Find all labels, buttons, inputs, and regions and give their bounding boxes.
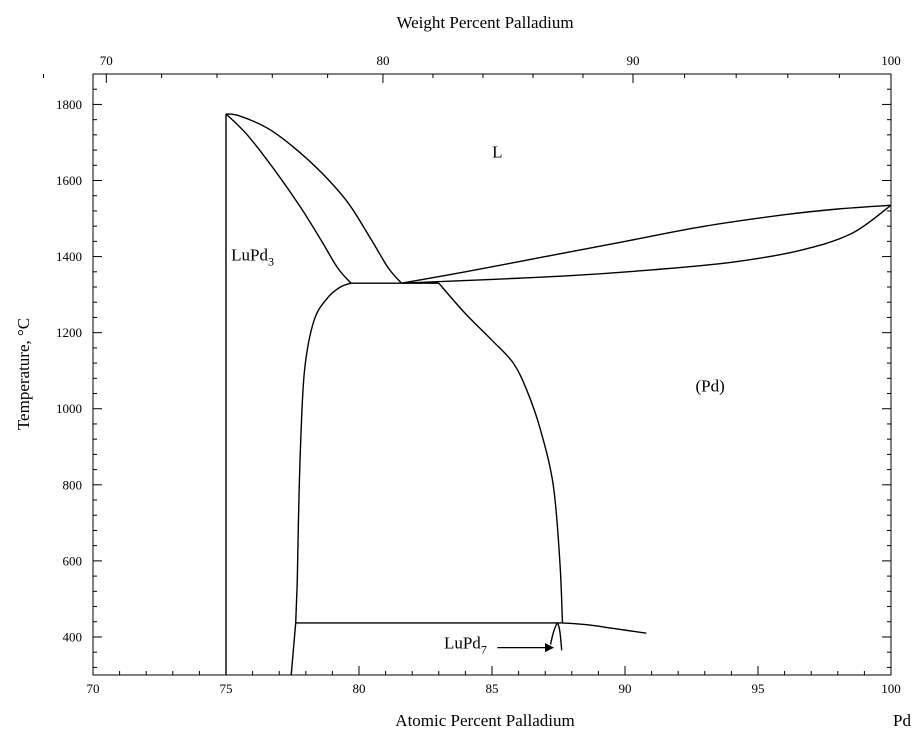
x-tick-label: 85	[486, 681, 499, 696]
ticks-group	[43, 73, 892, 675]
phase-boundary-line	[401, 204, 892, 284]
x-tick-label: 75	[220, 681, 233, 696]
region-label: L	[492, 143, 502, 162]
phase-boundary-line	[295, 282, 352, 623]
phase-boundary-line	[562, 622, 647, 634]
x2-tick-label: 90	[626, 53, 639, 68]
y-tick-label: 1600	[56, 173, 82, 188]
phase-boundary-line	[438, 282, 564, 623]
x-axis-title: Atomic Percent Palladium	[395, 711, 574, 730]
x-tick-label: 100	[881, 681, 901, 696]
x-tick-label: 70	[87, 681, 100, 696]
y-tick-label: 400	[63, 629, 83, 644]
region-label: LuPd3	[231, 245, 274, 268]
x-tick-label: 80	[353, 681, 366, 696]
y-tick-label: 800	[63, 477, 83, 492]
x-tick-label: 90	[619, 681, 632, 696]
region-labels-group: L LuPd3 (Pd) LuPd7	[231, 143, 725, 657]
top-axis-title: Weight Percent Palladium	[396, 13, 573, 32]
y-tick-label: 1800	[56, 97, 82, 112]
element-label: Pd	[893, 711, 911, 730]
phase-boundary-line	[401, 204, 892, 284]
phase-boundary-line	[225, 113, 352, 284]
phase-boundary-line	[290, 622, 297, 676]
y-tick-label: 1400	[56, 249, 82, 264]
y-tick-label: 1200	[56, 325, 82, 340]
phase-boundary-line	[225, 113, 403, 284]
region-label: LuPd7	[444, 633, 487, 656]
x2-tick-label: 70	[100, 53, 113, 68]
x2-tick-label: 80	[376, 53, 389, 68]
region-label: (Pd)	[695, 377, 724, 396]
x-tick-label: 95	[752, 681, 765, 696]
tick-labels-group: 7075808590951006070809010040060080010001…	[56, 53, 901, 696]
y-axis-title: Temperature, °C	[14, 318, 33, 430]
plot-frame	[92, 73, 892, 676]
phase-boundary-line	[549, 622, 563, 651]
y-tick-label: 1000	[56, 401, 82, 416]
phase-boundaries-group	[225, 113, 892, 676]
x2-tick-label: 100	[881, 53, 901, 68]
y-tick-label: 600	[63, 553, 83, 568]
